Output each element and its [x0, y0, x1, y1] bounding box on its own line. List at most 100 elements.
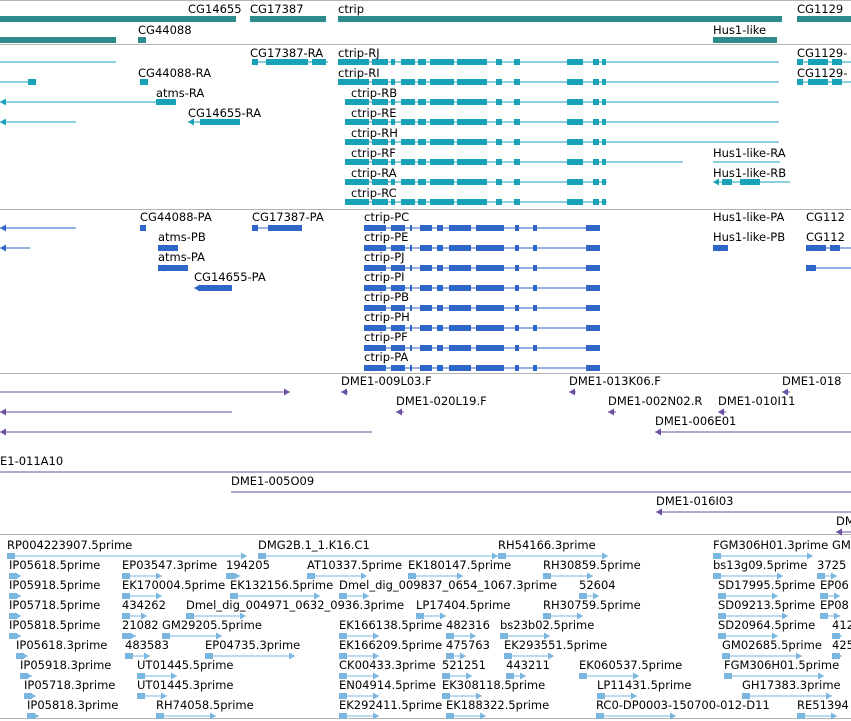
feature-exon[interactable]	[593, 139, 599, 145]
feature-exon[interactable]	[514, 59, 520, 65]
feature-exon[interactable]	[449, 365, 471, 371]
feature-exon[interactable]	[449, 265, 471, 271]
feature-exon[interactable]	[437, 285, 443, 291]
feature-exon[interactable]	[602, 139, 606, 145]
feature-exon[interactable]	[410, 285, 412, 291]
feature-exon[interactable]	[476, 345, 504, 351]
feature-exon[interactable]	[476, 265, 504, 271]
feature-exon[interactable]	[496, 159, 502, 165]
feature-exon[interactable]	[586, 225, 600, 231]
feature-exon[interactable]	[476, 365, 504, 371]
feature-exon[interactable]	[391, 59, 395, 65]
feature-exon[interactable]	[567, 139, 583, 145]
feature-exon[interactable]	[515, 325, 519, 331]
feature-exon[interactable]	[496, 179, 502, 185]
feature-exon[interactable]	[410, 245, 412, 251]
feature-exon[interactable]	[401, 159, 415, 165]
feature-exon[interactable]	[514, 159, 520, 165]
feature-exon[interactable]	[410, 305, 412, 311]
feature-exon[interactable]	[457, 79, 487, 85]
feature-exon[interactable]	[476, 225, 504, 231]
est-exon[interactable]	[820, 613, 828, 619]
feature-exon[interactable]	[514, 199, 520, 205]
feature-exon[interactable]	[476, 305, 504, 311]
feature-exon[interactable]	[567, 159, 583, 165]
feature-exon[interactable]	[713, 245, 728, 251]
feature-exon[interactable]	[449, 305, 471, 311]
gene-feature[interactable]	[138, 37, 146, 43]
feature-exon[interactable]	[515, 365, 519, 371]
feature-exon[interactable]	[515, 265, 519, 271]
gene-feature[interactable]	[797, 16, 851, 22]
feature-exon[interactable]	[410, 365, 412, 371]
feature-exon[interactable]	[602, 199, 606, 205]
feature-exon[interactable]	[268, 225, 302, 231]
feature-exon[interactable]	[496, 119, 502, 125]
feature-exon[interactable]	[476, 245, 504, 251]
feature-exon[interactable]	[418, 119, 426, 125]
feature-exon[interactable]	[515, 245, 519, 251]
feature-exon[interactable]	[437, 345, 443, 351]
feature-exon[interactable]	[593, 119, 599, 125]
feature-exon[interactable]	[496, 59, 502, 65]
feature-exon[interactable]	[533, 225, 537, 231]
feature-exon[interactable]	[430, 199, 454, 205]
feature-exon[interactable]	[401, 139, 415, 145]
feature-exon[interactable]	[418, 59, 426, 65]
feature-exon[interactable]	[567, 99, 583, 105]
feature-exon[interactable]	[457, 119, 487, 125]
feature-exon[interactable]	[418, 179, 426, 185]
feature-exon[interactable]	[430, 159, 454, 165]
feature-exon[interactable]	[515, 305, 519, 311]
feature-exon[interactable]	[420, 365, 432, 371]
feature-exon[interactable]	[430, 119, 454, 125]
feature-exon[interactable]	[457, 59, 487, 65]
feature-exon[interactable]	[401, 179, 415, 185]
feature-exon[interactable]	[449, 245, 471, 251]
feature-exon[interactable]	[457, 179, 487, 185]
feature-exon[interactable]	[391, 365, 405, 371]
feature-exon[interactable]	[410, 225, 412, 231]
feature-exon[interactable]	[28, 79, 36, 85]
feature-exon[interactable]	[430, 179, 454, 185]
feature-exon[interactable]	[602, 59, 606, 65]
feature-exon[interactable]	[586, 365, 600, 371]
feature-exon[interactable]	[401, 119, 415, 125]
feature-exon[interactable]	[457, 159, 487, 165]
feature-exon[interactable]	[437, 245, 443, 251]
feature-exon[interactable]	[420, 325, 432, 331]
feature-exon[interactable]	[602, 79, 606, 85]
feature-exon[interactable]	[593, 159, 599, 165]
feature-exon[interactable]	[391, 79, 395, 85]
feature-exon[interactable]	[586, 285, 600, 291]
feature-exon[interactable]	[515, 345, 519, 351]
feature-exon[interactable]	[586, 305, 600, 311]
feature-exon[interactable]	[140, 225, 146, 231]
feature-exon[interactable]	[449, 345, 471, 351]
feature-exon[interactable]	[567, 119, 583, 125]
feature-exon[interactable]	[496, 139, 502, 145]
est-exon[interactable]	[125, 653, 133, 659]
feature-exon[interactable]	[476, 285, 504, 291]
feature-exon[interactable]	[476, 325, 504, 331]
feature-exon[interactable]	[602, 159, 606, 165]
feature-exon[interactable]	[401, 99, 415, 105]
feature-exon[interactable]	[200, 285, 232, 291]
gene-feature[interactable]	[0, 37, 116, 43]
feature-exon[interactable]	[533, 265, 537, 271]
feature-exon[interactable]	[533, 285, 537, 291]
feature-exon[interactable]	[420, 305, 432, 311]
feature-exon[interactable]	[457, 139, 487, 145]
feature-exon[interactable]	[437, 265, 443, 271]
feature-exon[interactable]	[430, 59, 454, 65]
feature-exon[interactable]	[514, 119, 520, 125]
feature-exon[interactable]	[437, 305, 443, 311]
feature-exon[interactable]	[457, 99, 487, 105]
feature-exon[interactable]	[806, 265, 816, 271]
feature-exon[interactable]	[430, 99, 454, 105]
feature-exon[interactable]	[602, 99, 606, 105]
feature-exon[interactable]	[252, 225, 258, 231]
feature-exon[interactable]	[514, 179, 520, 185]
feature-exon[interactable]	[401, 199, 415, 205]
